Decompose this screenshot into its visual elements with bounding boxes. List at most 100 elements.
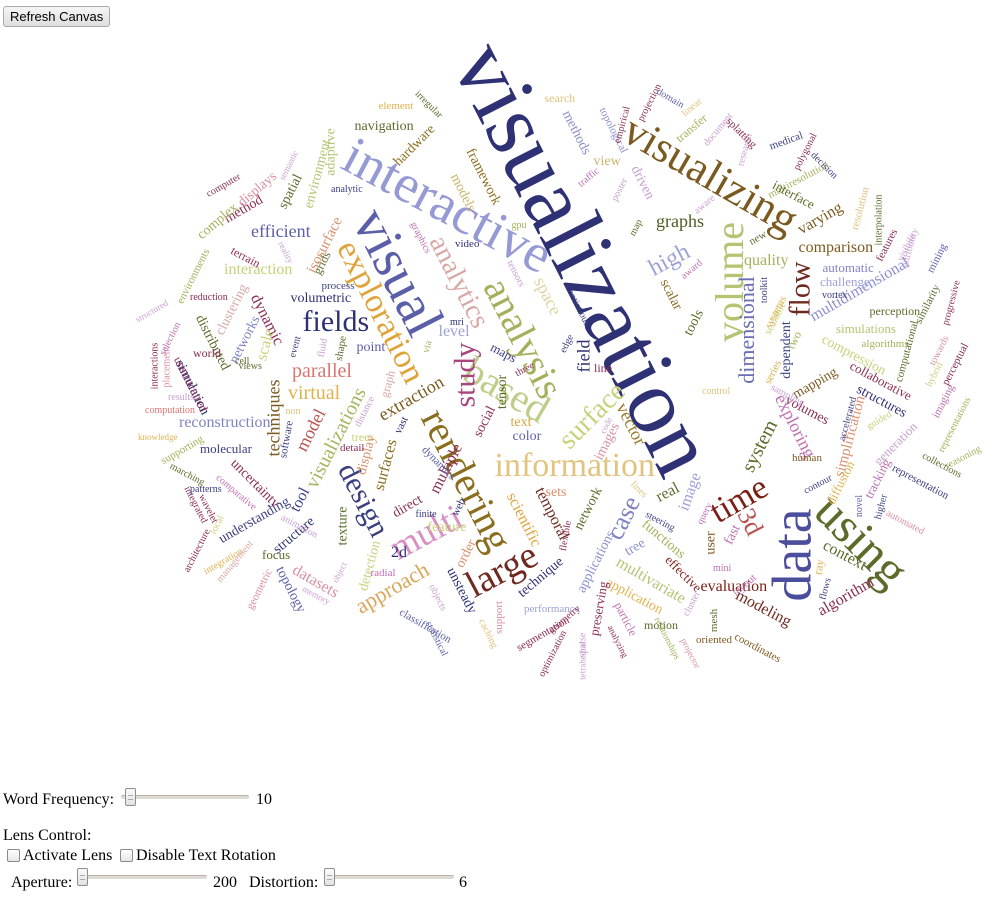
refresh-canvas-button[interactable]: Refresh Canvas bbox=[3, 6, 111, 27]
cloud-word: line bbox=[594, 361, 612, 375]
disable-text-rotation-checkbox[interactable] bbox=[120, 849, 133, 862]
cloud-word: feature bbox=[427, 520, 467, 535]
cloud-word: patterns bbox=[190, 484, 222, 495]
cloud-word: comparison bbox=[798, 239, 874, 256]
cloud-word: virtual bbox=[288, 382, 341, 404]
cloud-word: cell bbox=[235, 356, 250, 367]
slider-track bbox=[77, 875, 207, 879]
cloud-word: radial bbox=[370, 566, 396, 579]
cloud-word: color bbox=[512, 429, 542, 444]
cloud-word: object bbox=[330, 559, 350, 584]
cloud-word: structured bbox=[133, 297, 170, 324]
cloud-word: tracking bbox=[860, 455, 894, 501]
slider-track bbox=[324, 875, 454, 879]
cloud-word: mining bbox=[924, 241, 950, 275]
distortion-value: 6 bbox=[459, 874, 467, 891]
cloud-word: graphs bbox=[656, 211, 704, 231]
word-frequency-label: Word Frequency: bbox=[3, 791, 115, 808]
cloud-word: knowledge bbox=[138, 431, 178, 442]
cloud-word: social bbox=[470, 403, 499, 440]
cloud-word: support bbox=[492, 600, 505, 634]
activate-lens-checkbox[interactable] bbox=[7, 849, 20, 862]
cloud-word: element bbox=[378, 99, 414, 112]
word-frequency-value: 10 bbox=[256, 791, 272, 808]
cloud-word: reduction bbox=[190, 292, 228, 303]
cloud-word: shape bbox=[332, 334, 349, 362]
cloud-word: focus bbox=[262, 546, 291, 562]
aperture-slider[interactable] bbox=[77, 868, 207, 886]
cloud-word: view bbox=[593, 154, 621, 169]
cloud-word: world bbox=[193, 346, 221, 360]
cloud-word: motion bbox=[644, 618, 679, 632]
cloud-word: system bbox=[737, 416, 783, 476]
cloud-word: search bbox=[544, 91, 576, 105]
cloud-word: field bbox=[573, 339, 593, 373]
cloud-word: computation bbox=[145, 405, 195, 416]
cloud-word: 2d bbox=[391, 544, 407, 561]
cloud-word: point bbox=[356, 340, 386, 355]
cloud-word: molecular bbox=[200, 440, 252, 456]
cloud-word: coordinates bbox=[731, 630, 783, 665]
cloud-word: control bbox=[702, 386, 731, 397]
cloud-word: process bbox=[321, 279, 355, 292]
cloud-word: level bbox=[438, 323, 470, 340]
cloud-word: event bbox=[287, 334, 304, 359]
cloud-word: fluid bbox=[315, 337, 330, 359]
cloud-word: geometric bbox=[244, 566, 275, 612]
cloud-word: sets bbox=[545, 485, 567, 500]
cloud-word: quality bbox=[744, 252, 789, 269]
cloud-word: volumetric bbox=[290, 291, 352, 306]
cloud-word: evaluation bbox=[700, 578, 768, 595]
cloud-word: attribute bbox=[899, 233, 919, 269]
cloud-word: challenge bbox=[820, 273, 870, 289]
cloud-word: via bbox=[420, 339, 435, 355]
cloud-word: trees bbox=[351, 430, 375, 444]
cloud-word: user bbox=[703, 531, 719, 555]
cloud-word: fields bbox=[302, 305, 370, 338]
cloud-word: reconstruction bbox=[179, 414, 271, 431]
cloud-word: driven bbox=[627, 163, 658, 203]
disable-text-rotation-label[interactable]: Disable Text Rotation bbox=[136, 847, 276, 864]
activate-lens-label[interactable]: Activate Lens bbox=[23, 847, 113, 864]
cloud-word: domain bbox=[654, 86, 686, 111]
cloud-word: marching bbox=[167, 460, 207, 489]
cloud-word: non bbox=[285, 406, 301, 417]
cloud-word: resolution bbox=[849, 185, 873, 231]
distortion-slider[interactable] bbox=[324, 868, 454, 886]
cloud-word: text bbox=[510, 415, 532, 430]
cloud-word: video bbox=[455, 237, 480, 250]
aperture-value: 200 bbox=[213, 874, 237, 891]
cloud-word: image bbox=[674, 470, 705, 514]
cloud-word: vortex bbox=[822, 290, 848, 301]
cloud-word: novel bbox=[854, 494, 866, 518]
cloud-word: tetrahedral bbox=[577, 640, 588, 680]
cloud-word: guided bbox=[864, 408, 894, 433]
cloud-word: finite bbox=[415, 509, 437, 520]
slider-thumb[interactable] bbox=[125, 788, 136, 806]
cloud-word: analytic bbox=[331, 184, 363, 195]
cloud-word: texture bbox=[334, 506, 350, 546]
cloud-word: information bbox=[494, 447, 656, 484]
cloud-word: efficient bbox=[251, 221, 311, 241]
cloud-word: medical bbox=[767, 128, 805, 153]
cloud-word: objects bbox=[426, 582, 449, 613]
cloud-word: progressive bbox=[940, 279, 963, 327]
cloud-word: automatic bbox=[822, 259, 874, 275]
slider-thumb[interactable] bbox=[324, 868, 335, 886]
cloud-word: human bbox=[792, 451, 822, 464]
cloud-word: ray bbox=[809, 558, 827, 576]
word-cloud-canvas[interactable]: visualization data interactive visual using v… bbox=[0, 0, 998, 780]
cloud-word: interaction bbox=[224, 261, 293, 278]
slider-track bbox=[121, 795, 249, 799]
cloud-word: graph bbox=[376, 368, 398, 400]
cloud-word: navigation bbox=[354, 119, 414, 134]
cloud-word: poster bbox=[609, 176, 631, 204]
word-frequency-slider[interactable] bbox=[121, 788, 249, 806]
cloud-word: algorithms bbox=[861, 337, 909, 350]
cloud-word: dimensional bbox=[733, 276, 759, 384]
distortion-label: Distortion: bbox=[249, 874, 319, 891]
cloud-word: mri bbox=[450, 317, 464, 328]
cloud-word: simulations bbox=[836, 320, 896, 336]
slider-thumb[interactable] bbox=[77, 868, 88, 886]
cloud-word: views bbox=[238, 361, 262, 372]
